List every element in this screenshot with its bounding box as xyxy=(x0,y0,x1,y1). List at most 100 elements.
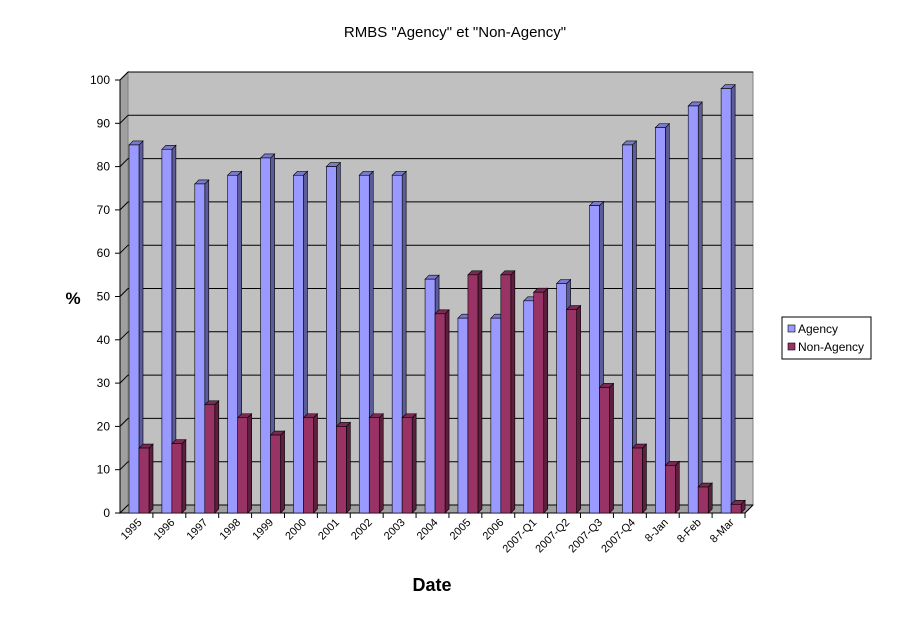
x-tick-label: 8-Mar xyxy=(708,516,737,545)
bar-side xyxy=(609,382,614,514)
grid-line xyxy=(119,114,129,124)
bar-front xyxy=(632,447,643,514)
bar-front xyxy=(533,291,545,514)
y-axis-label: % xyxy=(65,289,80,308)
bar-side xyxy=(280,430,285,514)
bar xyxy=(654,122,671,514)
bar xyxy=(687,101,703,514)
bar-side xyxy=(411,413,417,514)
bar xyxy=(236,413,253,514)
bar xyxy=(664,460,681,514)
bar-front xyxy=(556,283,567,514)
y-tick-label: 80 xyxy=(97,160,111,174)
bar-side xyxy=(642,443,647,514)
grid-line xyxy=(119,374,129,384)
bar xyxy=(730,499,746,514)
bar xyxy=(697,482,713,514)
bar-front xyxy=(697,486,709,514)
bar-front xyxy=(523,300,535,514)
bar xyxy=(194,179,210,514)
bar xyxy=(171,438,187,514)
grid-line xyxy=(119,158,129,167)
legend-swatch xyxy=(787,324,796,333)
x-axis-end xyxy=(744,504,754,514)
bar-front xyxy=(622,144,633,514)
bar xyxy=(138,443,154,514)
grid-line xyxy=(119,71,129,81)
bar-side xyxy=(510,270,516,514)
bar xyxy=(565,304,582,514)
bar-front xyxy=(434,313,446,514)
x-tick-label: 2006 xyxy=(481,517,507,543)
x-tick-label: 1995 xyxy=(119,517,145,543)
x-tick-label: 2003 xyxy=(382,517,408,543)
bar-side xyxy=(477,270,483,514)
y-tick-label: 0 xyxy=(103,506,110,520)
bar-front xyxy=(237,417,248,514)
chart-title: RMBS "Agency" et "Non-Agency" xyxy=(344,24,566,41)
x-tick-label: 1999 xyxy=(250,517,276,543)
bar-front xyxy=(171,443,183,514)
y-tick-label: 10 xyxy=(97,463,111,477)
y-tick-label: 90 xyxy=(97,116,111,130)
grid-line xyxy=(119,331,129,341)
bar-side xyxy=(214,400,220,514)
x-axis-label: Date xyxy=(412,575,451,595)
bar xyxy=(500,270,516,514)
bar-front xyxy=(303,417,314,514)
legend: Agency Non-Agency xyxy=(781,316,872,360)
bar-front xyxy=(457,317,469,514)
bar-front xyxy=(260,157,271,514)
bar xyxy=(335,421,352,514)
bar xyxy=(631,443,648,514)
x-tick-label: 2002 xyxy=(349,517,375,543)
bar-front xyxy=(326,166,337,514)
y-tick-label: 60 xyxy=(97,246,111,260)
bar-front xyxy=(227,174,238,514)
bar-front xyxy=(566,309,577,514)
legend-box xyxy=(781,316,872,360)
x-tick-label: 2007-Q3 xyxy=(566,517,605,556)
bar xyxy=(368,413,384,514)
bar xyxy=(533,287,549,514)
bar-side xyxy=(313,413,318,514)
grid-line xyxy=(119,244,129,254)
bar-side xyxy=(675,460,680,514)
bar-side xyxy=(665,122,670,514)
x-tick-label: 2007-Q1 xyxy=(501,517,540,556)
bar-front xyxy=(687,105,699,514)
bar xyxy=(204,400,220,514)
bar-front xyxy=(138,447,150,514)
bar xyxy=(467,270,483,514)
bar-front xyxy=(293,174,304,514)
legend-label: Agency xyxy=(798,322,838,336)
bar-front xyxy=(655,127,666,514)
y-tick-label: 40 xyxy=(97,333,111,347)
bar-front xyxy=(720,88,732,514)
bar-side xyxy=(247,413,252,514)
y-tick-label: 20 xyxy=(97,419,111,433)
bar xyxy=(269,430,286,514)
bar-front xyxy=(270,434,281,514)
y-tick-label: 100 xyxy=(90,73,110,87)
grid-line xyxy=(119,418,129,427)
x-tick-label: 2001 xyxy=(316,517,342,543)
bar xyxy=(128,140,144,514)
bar-side xyxy=(707,482,713,514)
x-tick-label: 2000 xyxy=(283,517,309,543)
bar-front xyxy=(424,278,436,514)
x-tick-label: 2004 xyxy=(415,517,441,543)
bar xyxy=(720,83,736,514)
bar-side xyxy=(730,83,736,514)
grid-line xyxy=(119,461,129,471)
x-tick-label: 2007-Q4 xyxy=(599,517,638,556)
bar-front xyxy=(358,174,370,514)
y-tick-label: 70 xyxy=(97,203,111,217)
bar-front xyxy=(368,417,380,514)
bar-front xyxy=(161,148,173,514)
bar-front xyxy=(336,426,347,514)
bar xyxy=(302,413,319,514)
bar-front xyxy=(665,465,676,514)
bar-front xyxy=(391,174,403,514)
